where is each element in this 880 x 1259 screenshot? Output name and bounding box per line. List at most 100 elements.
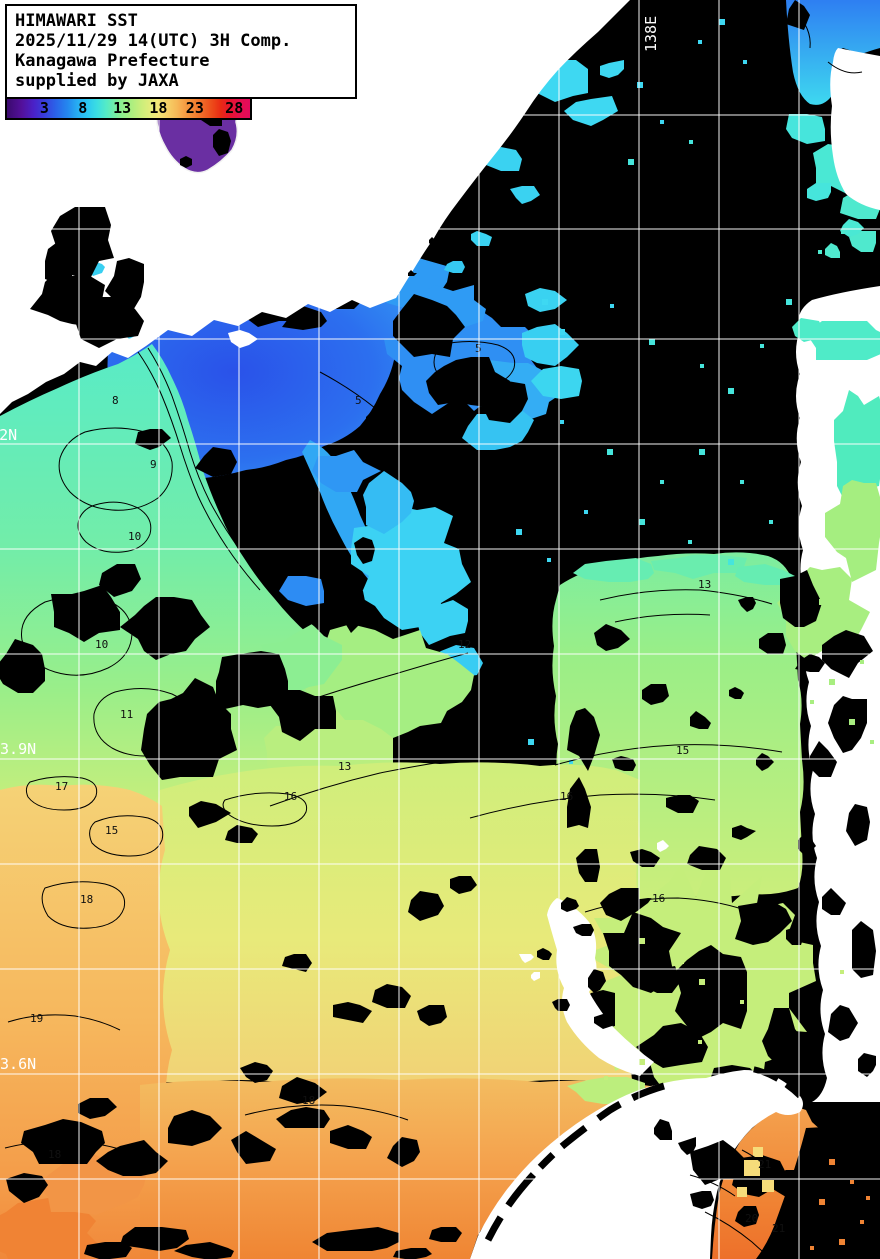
cloud-mask-patch (231, 1131, 276, 1164)
data-speckle (699, 979, 705, 985)
cloud-mask-patch (6, 1173, 48, 1203)
cloud-over-land-patch (30, 270, 105, 327)
data-speckle (660, 480, 664, 484)
contour-line (614, 613, 711, 623)
contour-line (89, 815, 164, 857)
data-speckle (547, 558, 551, 562)
contour-label-layer: 8 9 10 10 11 12 13 13 15 15 16 16 16 17 18 18 18 19 20 21 21… (30, 342, 785, 1235)
contour-temp-label: 21 (772, 1222, 785, 1235)
latitude-label: 33.6N (0, 1055, 36, 1073)
cloud-over-land-patch (771, 1170, 807, 1197)
contour-line (584, 897, 746, 913)
water-region (363, 471, 414, 534)
water-region (825, 243, 840, 258)
data-speckle (559, 329, 565, 335)
data-speckle (743, 60, 747, 64)
cloud-mask-patch (474, 375, 528, 423)
water-region (462, 408, 534, 450)
data-speckle (719, 19, 725, 25)
scale-tick-13: 13 (113, 99, 132, 117)
cloud-mask-patch (600, 888, 639, 921)
cloud-mask-patch (279, 1077, 327, 1104)
data-speckle (699, 449, 705, 455)
water-region (0, 1197, 99, 1259)
data-speckle (688, 540, 692, 544)
latitude-label: 34.2N (0, 426, 17, 444)
contours-layer (4, 11, 863, 1259)
data-speckle (829, 1159, 835, 1165)
water-region (807, 183, 831, 201)
data-speckle (759, 959, 765, 965)
info-box: HIMAWARI SST 2025/11/29 14(UTC) 3H Comp.… (5, 4, 357, 99)
data-speckle (700, 364, 704, 368)
cloud-over-land-patch (484, 1082, 665, 1242)
cloud-mask-patch (99, 564, 141, 597)
data-speckle (841, 230, 845, 234)
cloud-mask-patch (756, 753, 774, 771)
coastal-water-patch (810, 321, 880, 360)
cloud-over-land-patch (858, 1053, 876, 1077)
cloud-over-land-patch (594, 1014, 615, 1029)
cloud-mask-patch (393, 294, 465, 357)
contour-line (93, 688, 193, 757)
cloud-over-land-patch (828, 696, 867, 753)
cold-lake-region (180, 156, 192, 168)
contour-temp-label: 8 (112, 394, 119, 407)
contour-temp-label: 18 (48, 1148, 61, 1161)
color-scale-bar: 3 8 13 18 23 28 (5, 97, 252, 120)
data-speckle (829, 679, 835, 685)
water-region (351, 507, 471, 630)
cloud-over-land-patch (654, 1119, 672, 1140)
cloud-over-land-patch (737, 1187, 747, 1197)
cloud-mask-patch (354, 537, 375, 564)
cloud-mask-patch (195, 447, 237, 477)
cloud-over-land-patch (408, 270, 417, 276)
data-speckle (839, 1239, 845, 1245)
contour-temp-label: 13 (698, 578, 711, 591)
data-speckle (740, 1000, 744, 1004)
contour-line (137, 351, 261, 591)
cloud-mask-patch (729, 687, 744, 699)
cloud-over-land-patch (745, 1065, 803, 1099)
cloud-mask-patch (666, 795, 699, 813)
data-speckle (698, 40, 702, 44)
cloud-mask-patch (594, 624, 630, 651)
data-speckle (660, 120, 664, 124)
water-region (140, 1078, 680, 1259)
data-speckle (639, 938, 645, 944)
cloud-mask-patch (21, 1119, 105, 1164)
coordinate-label-layer: 138E 34.2N 33.9N 33.6N (0, 16, 660, 1073)
latitude-label: 33.9N (0, 740, 36, 758)
info-datetime: 2025/11/29 14(UTC) 3H Comp. (15, 31, 292, 51)
cloud-mask-patch (225, 825, 258, 843)
cloud-mask-patch (567, 708, 600, 771)
contour-line (741, 1149, 803, 1216)
info-source: supplied by JAXA (15, 71, 179, 91)
data-speckle (660, 1020, 664, 1024)
scale-tick-8: 8 (78, 99, 88, 117)
cloud-mask-patch (78, 1098, 117, 1119)
data-speckle (728, 559, 734, 565)
cloud-mask-patch (732, 825, 756, 840)
cloud-mask-patch (675, 945, 747, 1038)
data-speckle (800, 950, 804, 954)
cloud-mask-patch (282, 954, 312, 972)
data-speckle (850, 620, 854, 624)
cloud-over-land-patch (744, 1160, 760, 1176)
cloud-mask-patch (120, 1227, 189, 1251)
scale-tick-3: 3 (39, 99, 49, 117)
water-region (444, 261, 465, 273)
cloud-over-land-patch (828, 1005, 858, 1041)
water-region (573, 558, 654, 582)
contour-temp-label: 16 (284, 790, 297, 803)
contour-temp-label: 12 (458, 638, 471, 651)
scale-tick-18: 18 (149, 99, 168, 117)
cloud-mask-patch (690, 711, 711, 729)
contour-line (25, 776, 98, 811)
contour-temp-label: 19 (30, 1012, 43, 1025)
cloud-mask-patch (642, 684, 669, 705)
land-region (519, 954, 534, 963)
contour-temp-label: 16 (560, 790, 573, 803)
data-speckle (607, 449, 613, 455)
cloud-over-land-patch (45, 240, 75, 285)
